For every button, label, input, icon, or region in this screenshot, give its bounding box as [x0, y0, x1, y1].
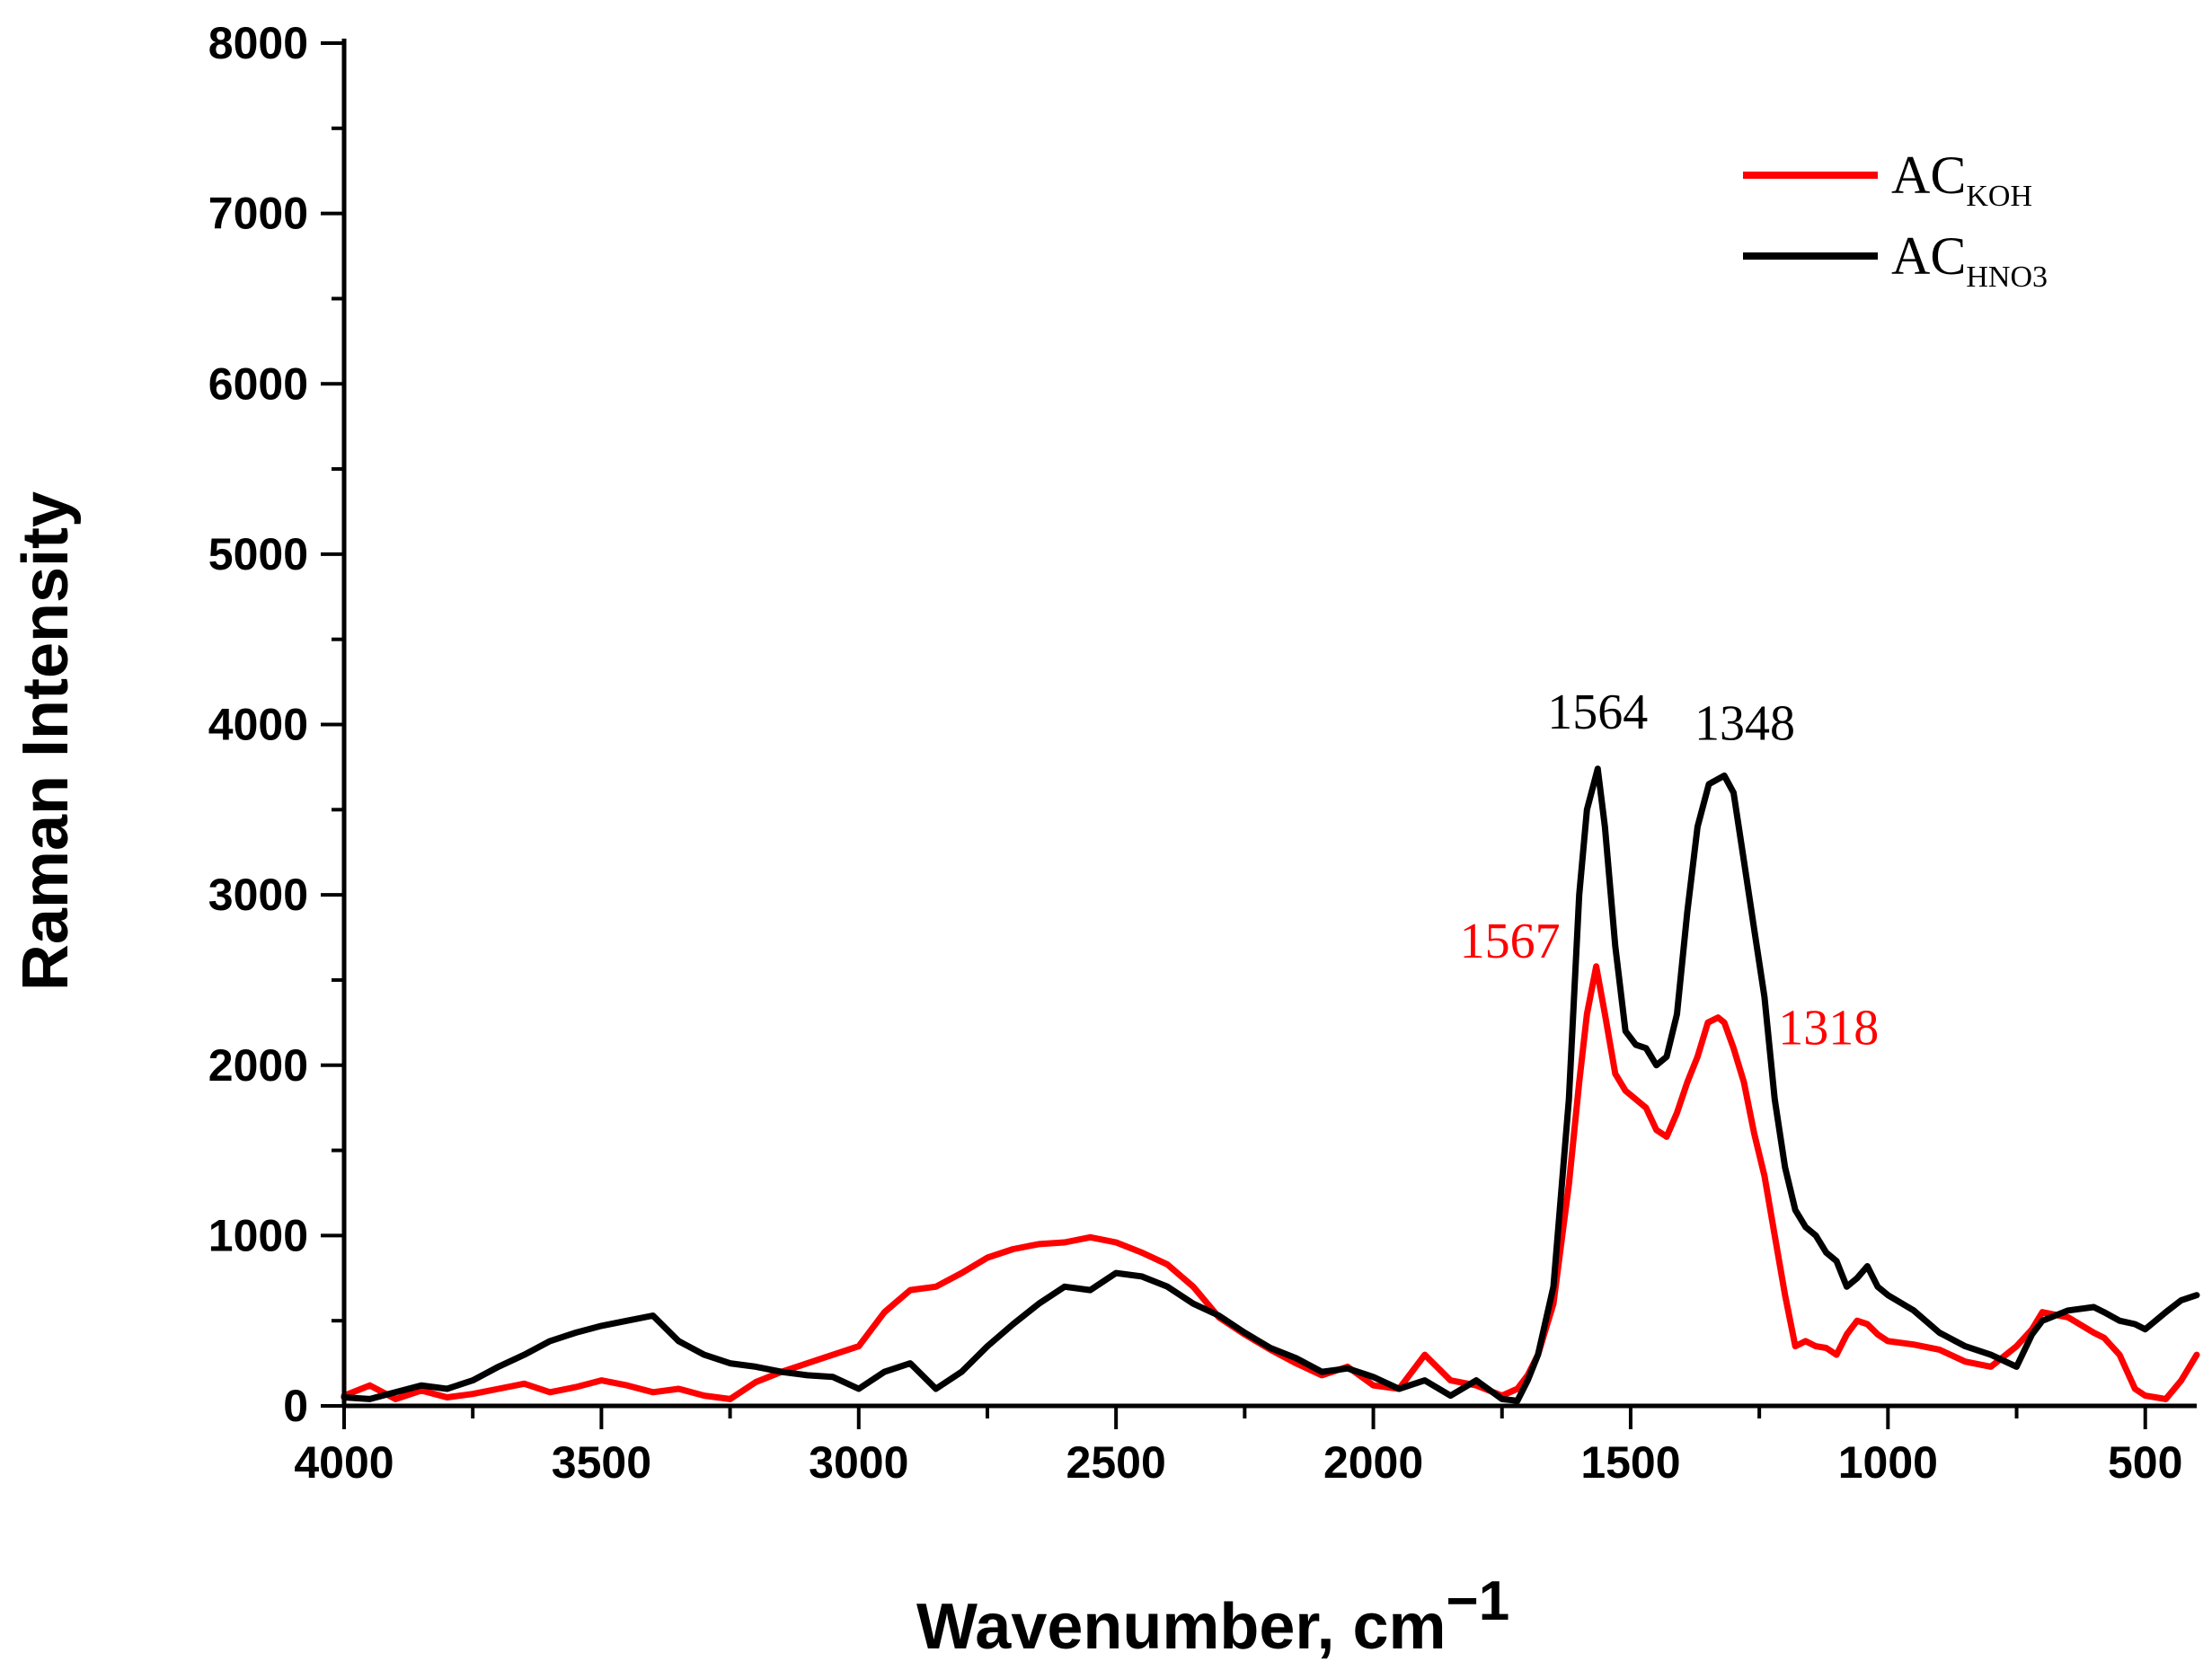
- y-tick-label: 2000: [208, 1040, 308, 1091]
- y-tick-label: 6000: [208, 358, 308, 409]
- peak-label-1348: 1348: [1694, 695, 1795, 751]
- x-tick-label: 500: [2108, 1437, 2182, 1488]
- legend-label-main: AC: [1891, 146, 1966, 205]
- series-line-ac-koh: [341, 963, 2200, 1402]
- x-tick-label: 2500: [1066, 1437, 1166, 1488]
- x-tick-label: 1500: [1580, 1437, 1680, 1488]
- x-tick-label: 4000: [294, 1437, 394, 1488]
- y-tick-label: 0: [283, 1381, 308, 1431]
- y-tick-label: 4000: [208, 700, 308, 750]
- x-tick-label: 3000: [809, 1437, 908, 1488]
- series-layer: [341, 765, 2200, 1404]
- y-tick-label: 1000: [208, 1210, 308, 1260]
- x-tick-label: 2000: [1323, 1437, 1423, 1488]
- y-tick-label: 7000: [208, 189, 308, 239]
- x-tick-label: 3500: [552, 1437, 651, 1488]
- annotations-layer: 1564 1348 1567 1318: [1460, 685, 1880, 1056]
- y-tick-label: 5000: [208, 529, 308, 579]
- x-tick-label: 1000: [1838, 1437, 1938, 1488]
- legend-label-ac-hno3: ACHNO3: [1891, 226, 2048, 294]
- y-tick-label: 8000: [208, 18, 308, 68]
- x-axis-title-superscript: −1: [1447, 1570, 1510, 1632]
- peak-label-1567: 1567: [1460, 914, 1561, 969]
- legend-label-ac-koh: ACKOH: [1891, 146, 2032, 213]
- peak-label-1318: 1318: [1778, 1001, 1879, 1056]
- peak-label-1564: 1564: [1547, 685, 1648, 740]
- x-axis-title-main: Wavenumber, cm: [916, 1591, 1447, 1663]
- y-tick-label: 3000: [208, 870, 308, 920]
- legend-label-subscript: KOH: [1966, 180, 2032, 213]
- ticks-layer: 0 1000 2000 3000 4000 5000 6000 7000 8000 4000 350…: [208, 18, 2183, 1488]
- legend-label-subscript: HNO3: [1966, 261, 2048, 294]
- series-line-ac-hno3: [341, 765, 2200, 1404]
- legend-label-main: AC: [1891, 226, 1966, 286]
- y-axis-title: Raman Intensity: [10, 491, 82, 991]
- x-axis-title: Wavenumber, cm−1: [916, 1570, 1509, 1663]
